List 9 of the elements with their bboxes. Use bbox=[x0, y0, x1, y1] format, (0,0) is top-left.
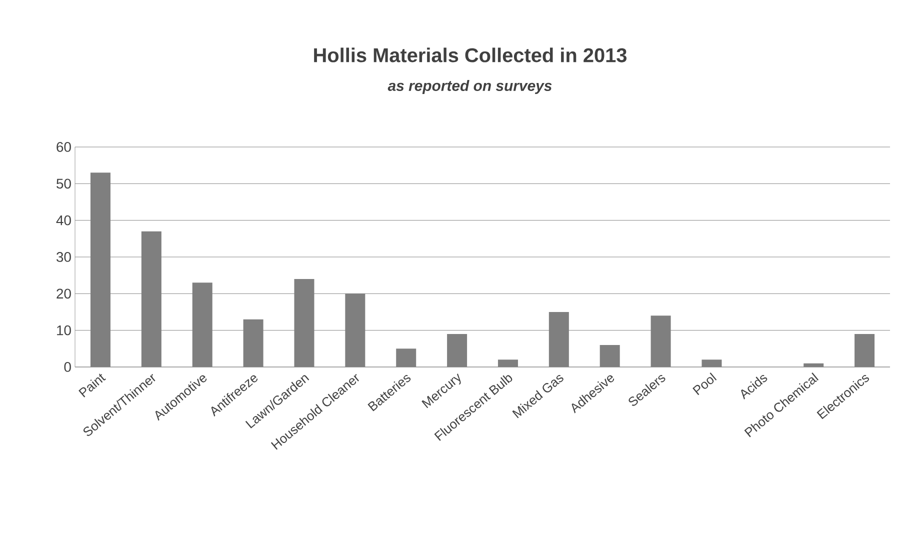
y-tick-label: 50 bbox=[56, 178, 71, 189]
y-tick-label: 20 bbox=[56, 288, 71, 299]
y-tick-label: 40 bbox=[56, 215, 71, 226]
y-tick-label: 30 bbox=[56, 252, 71, 262]
y-tick-label: 60 bbox=[56, 142, 71, 152]
y-tick-label: 10 bbox=[57, 325, 71, 336]
chart-title: Hollis Materials Collected in 2013 bbox=[314, 48, 627, 62]
y-tick-label: 0 bbox=[64, 362, 71, 372]
chart-subtitle: as reported on surveys bbox=[388, 80, 552, 94]
